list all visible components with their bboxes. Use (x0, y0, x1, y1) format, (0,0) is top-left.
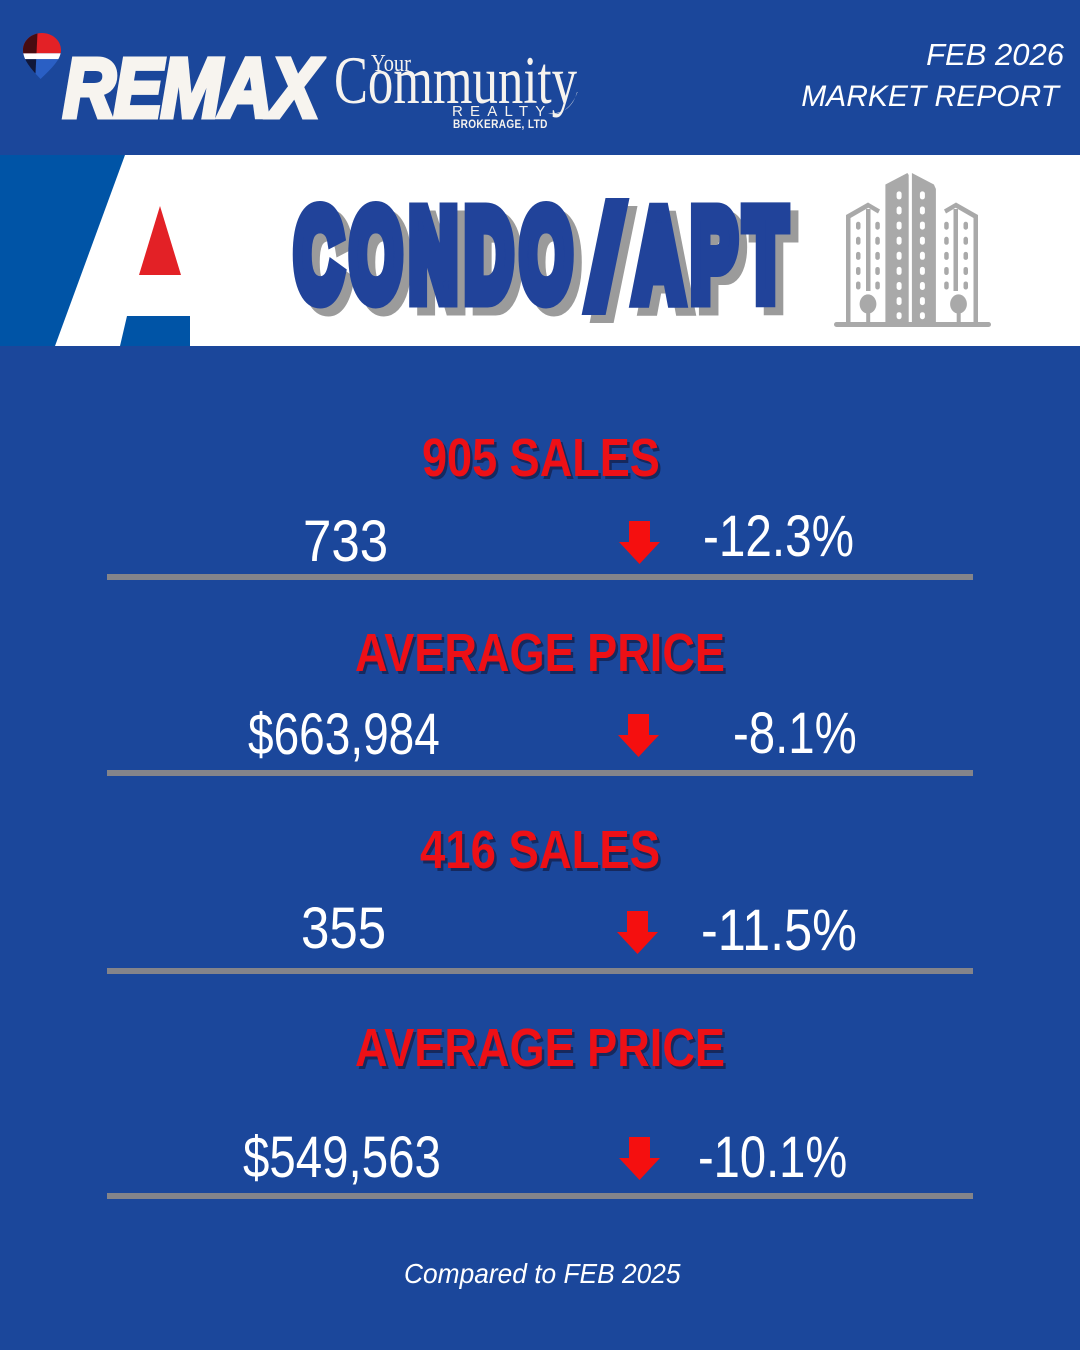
svg-text:CONDO: CONDO (295, 186, 580, 326)
svg-text:CONDO: CONDO (303, 194, 588, 334)
svg-text:APT: APT (634, 185, 794, 326)
svg-text:APT: APT (642, 193, 802, 334)
